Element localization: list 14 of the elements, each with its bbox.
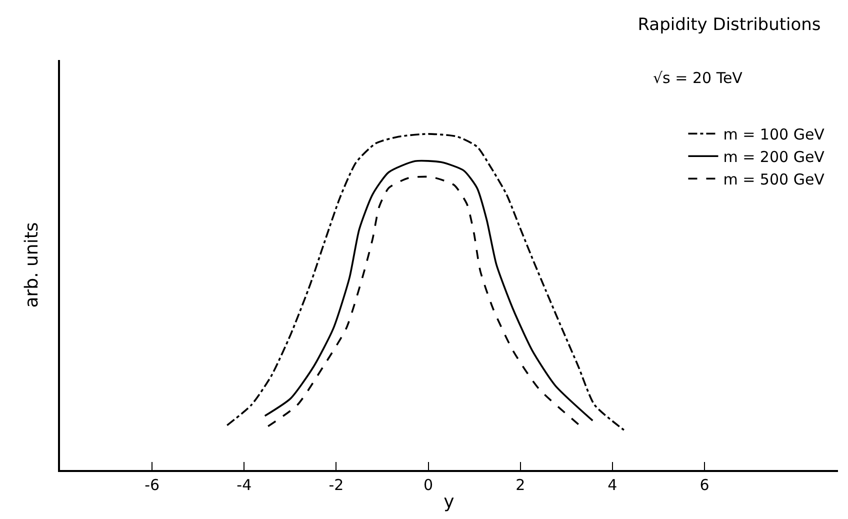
chart-title: Rapidity Distributions (638, 15, 821, 36)
legend-label: m = 100 GeV (723, 126, 826, 144)
y-axis-title: arb. units (22, 222, 43, 308)
x-axis-title: y (444, 492, 455, 513)
x-tick-label: -4 (236, 476, 252, 494)
x-tick-label: 4 (608, 476, 618, 494)
legend-label: m = 200 GeV (723, 148, 826, 166)
x-tick-label: 2 (516, 476, 526, 494)
x-tick-label: 6 (700, 476, 710, 494)
x-tick-label: -6 (144, 476, 160, 494)
x-tick-label: 0 (424, 476, 434, 494)
x-tick-label: -2 (328, 476, 344, 494)
chart-subtitle: √s = 20 TeV (653, 69, 744, 87)
legend-label: m = 500 GeV (723, 170, 826, 188)
